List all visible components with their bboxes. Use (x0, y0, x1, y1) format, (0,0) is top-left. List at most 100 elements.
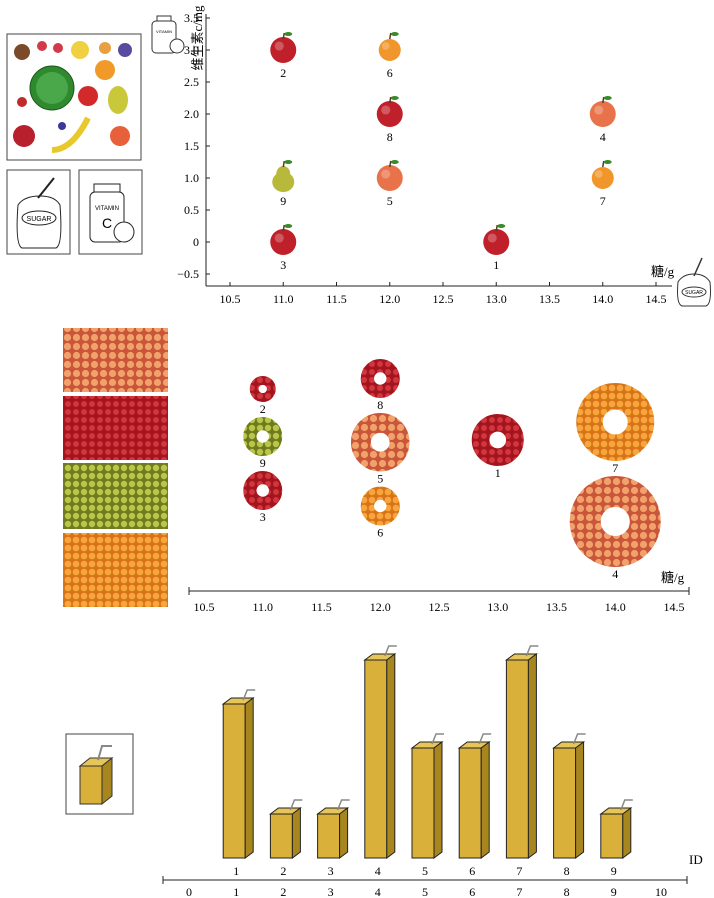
x-axis-label: 糖/g (651, 264, 675, 279)
x-tick-label: 14.0 (605, 600, 626, 614)
point-label: 2 (260, 402, 266, 416)
x-tick-label: 6 (469, 885, 475, 898)
x-tick-label: 14.0 (592, 292, 613, 306)
point-label: 9 (280, 194, 286, 208)
x-tick-label: 13.5 (539, 292, 560, 306)
x-tick-label: 13.0 (487, 600, 508, 614)
point-label: 8 (377, 398, 383, 412)
point-label: 9 (260, 456, 266, 470)
x-tick-label: 12.0 (370, 600, 391, 614)
x-tick-label: 10.5 (220, 292, 241, 306)
x-tick-label: 12.0 (379, 292, 400, 306)
point-label: 6 (377, 526, 383, 540)
x-tick-label: 11.5 (311, 600, 332, 614)
point-label: 7 (600, 194, 606, 208)
x-tick-label: 14.5 (646, 292, 667, 306)
x-tick-label: 2 (280, 885, 286, 898)
point-label: 4 (600, 130, 606, 144)
pears-photo (63, 463, 168, 529)
fruit-point-6: 6 (378, 32, 401, 80)
peaches-photo (63, 328, 168, 392)
x-tick-label: 9 (611, 885, 617, 898)
juice-bar-4 (363, 645, 397, 859)
bar-label: 1 (233, 864, 239, 878)
x-tick-label: 5 (422, 885, 428, 898)
juice-bar-5 (410, 733, 444, 859)
point-label: 2 (280, 66, 286, 80)
y-ticks: −0.5 0 0.5 1.0 1.5 2.0 2.5 3.0 3.5 (177, 11, 210, 281)
juice-bar-1 (221, 689, 256, 859)
point-label: 3 (260, 510, 266, 524)
bar-label: 2 (280, 864, 286, 878)
fruits-collage-image (6, 33, 142, 161)
juice-bars (221, 645, 633, 859)
x-tick-label: 7 (516, 885, 522, 898)
x-tick-label: 3 (328, 885, 334, 898)
bar-label: 5 (422, 864, 428, 878)
y-tick-label: 0 (193, 235, 199, 249)
juice-bar-2 (268, 799, 303, 859)
point-label: 5 (377, 472, 383, 486)
fruit-point-1: 1 (483, 224, 510, 272)
bar-label: 3 (328, 864, 334, 878)
juice-bar-3 (316, 799, 350, 859)
donut-point-2: 2 (249, 376, 276, 416)
donut-point-7: 7 (576, 383, 655, 475)
svg-text:C: C (102, 215, 112, 231)
x-tick-label: 1 (233, 885, 239, 898)
juice-bar-9 (599, 799, 633, 859)
vitamin-jar-image: VITAMIN C (78, 169, 143, 255)
juice-bar-6 (457, 733, 492, 859)
svg-text:VITAMIN: VITAMIN (156, 29, 172, 34)
juice-bar-8 (552, 733, 586, 859)
fruit-point-4: 4 (589, 96, 616, 144)
y-tick-label: 3.0 (184, 43, 199, 57)
donut-point-1: 1 (471, 413, 524, 480)
donut-point-9: 9 (243, 417, 283, 470)
y-axis-label: 维生素c/mg (190, 5, 205, 70)
vitamin-jar-icon: VITAMIN (151, 15, 185, 54)
y-tick-label: 2.5 (184, 75, 199, 89)
y-tick-label: 1.0 (184, 171, 199, 185)
x-ticks-2: 10.5 11.0 11.5 12.0 12.5 13.0 13.5 14.0 14.5 (194, 600, 685, 614)
y-tick-label: 1.5 (184, 139, 199, 153)
x-tick-label: 10.5 (194, 600, 215, 614)
point-label: 6 (387, 66, 393, 80)
fruit-point-3: 3 (270, 224, 297, 272)
bar-label: 7 (516, 864, 522, 878)
donut-axis (188, 587, 690, 595)
donut-point-3: 3 (243, 471, 283, 524)
x-tick-label: 12.5 (429, 600, 450, 614)
donut-point-4: 4 (569, 476, 661, 581)
bar-label: 9 (611, 864, 617, 878)
y-tick-label: 0.5 (184, 203, 199, 217)
x-tick-label: 11.0 (273, 292, 294, 306)
donut-point-6: 6 (360, 486, 400, 540)
point-label: 1 (495, 466, 501, 480)
x-ticks: 10.5 11.0 11.5 12.0 12.5 13.0 13.5 14.0 14.5 (220, 282, 667, 306)
fruit-point-5: 5 (376, 160, 403, 208)
point-label: 8 (387, 130, 393, 144)
donut-point-5: 5 (351, 413, 410, 486)
fruit-point-8: 8 (376, 96, 403, 144)
bar-axis (162, 876, 688, 884)
x-tick-label: 8 (564, 885, 570, 898)
x-axis-label-3: ID (689, 852, 703, 867)
donut-points: 2 9 3 8 5 6 1 7 4 (243, 359, 661, 581)
y-tick-label: 3.5 (184, 11, 199, 25)
bar-label: 4 (375, 864, 381, 878)
bar-label: 8 (564, 864, 570, 878)
x-tick-label: 0 (186, 885, 192, 898)
y-tick-label: 2.0 (184, 107, 199, 121)
juice-box-legend-image (65, 733, 134, 815)
apples-photo (63, 396, 168, 460)
fruit-point-9: 9 (272, 160, 295, 208)
oranges-photo (63, 533, 168, 607)
x-tick-label: 14.5 (664, 600, 685, 614)
x-tick-label: 13.0 (486, 292, 507, 306)
point-label: 5 (387, 194, 393, 208)
juice-bar-7 (504, 645, 539, 859)
scatter-points: 1 2 3 4 5 6 7 8 9 (270, 32, 616, 272)
svg-text:SUGAR: SUGAR (685, 290, 703, 296)
